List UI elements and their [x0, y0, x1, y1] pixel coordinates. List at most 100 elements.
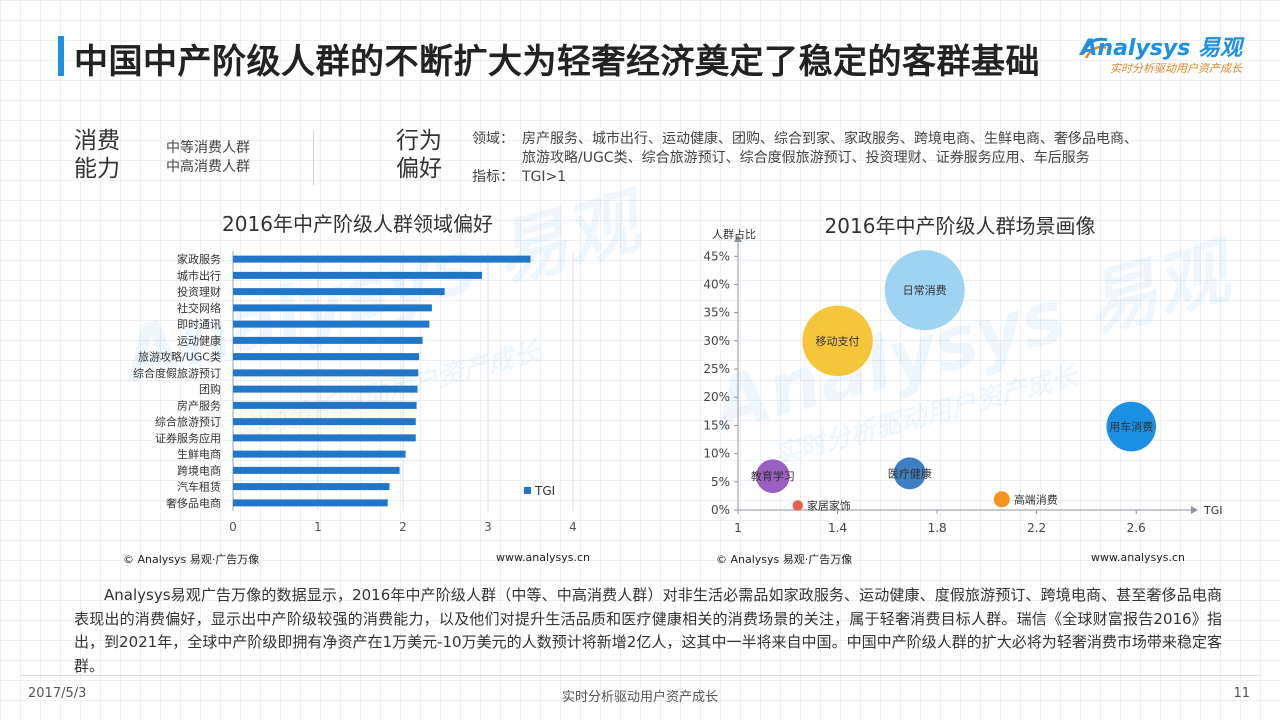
body-paragraph: Analysys易观广告万像的数据显示，2016年中产阶级人群（中等、中高消费人… — [74, 586, 1222, 675]
behavior-domain-line-1: 房产服务、城市出行、运动健康、团购、综合到家、家政服务、跨境电商、生鲜电商、奢侈… — [522, 131, 1138, 147]
bar-7 — [233, 353, 420, 361]
bubble-chart-website: www.analysys.cn — [1091, 551, 1185, 564]
bubble-x-tick-label: 1.8 — [928, 521, 947, 535]
bar-x-tick-label: 1 — [314, 520, 322, 534]
bar-category-label: 投资理财 — [177, 285, 221, 299]
bar-legend-label: TGI — [534, 484, 555, 498]
bubble-x-tick-label: 1.4 — [828, 521, 847, 535]
bubble-y-axis-arrow — [734, 235, 742, 242]
bar-chart-source: © Analysys 易观·广告万像 — [123, 553, 260, 566]
bubble-x-tick-label: 1 — [734, 521, 742, 535]
bubble-point-4 — [893, 457, 926, 490]
bubble-point-label: 教育学习 — [751, 469, 795, 483]
bar-x-tick-label: 4 — [569, 520, 577, 534]
bar-16 — [233, 499, 388, 507]
bar-9 — [233, 385, 418, 393]
bubble-y-tick-label: 5% — [711, 475, 730, 489]
bubble-point-label: 高端消费 — [1014, 492, 1058, 506]
bar-11 — [233, 418, 416, 426]
bubble-x-tick-label: 2.2 — [1027, 521, 1046, 535]
bar-2 — [233, 271, 483, 279]
bar-category-label: 综合旅游预订 — [155, 415, 221, 429]
bubble-point-label: 日常消费 — [903, 283, 947, 297]
bubble-point-label: 移动支付 — [816, 335, 860, 348]
title-accent-bar — [58, 36, 64, 76]
brand-logo: Analysys 易观 实时分析驱动用户资产成长 — [1080, 30, 1242, 76]
bar-category-label: 运动健康 — [177, 333, 221, 347]
bubble-point-label: 家居家饰 — [807, 498, 851, 512]
bar-category-label: 团购 — [199, 382, 221, 396]
bubble-point-7 — [792, 500, 803, 511]
bubble-point-label: 用车消费 — [1109, 420, 1153, 434]
bar-1 — [233, 255, 531, 263]
bubble-x-axis-label: TGI — [1203, 504, 1223, 517]
bar-category-label: 奢侈品电商 — [166, 496, 221, 510]
bubble-point-3 — [1106, 401, 1157, 452]
bar-legend-swatch — [524, 487, 531, 494]
brand-name: Analysys 易观 — [1080, 36, 1242, 61]
bar-13 — [233, 450, 406, 458]
bar-15 — [233, 483, 390, 491]
bar-category-label: 家政服务 — [177, 252, 221, 266]
bar-8 — [233, 369, 419, 377]
bar-category-label: 社交网络 — [177, 301, 221, 315]
brand-slogan: 实时分析驱动用户资产成长 — [1110, 62, 1242, 75]
bubble-x-tick-label: 2.6 — [1127, 521, 1146, 535]
page-number: 11 — [1233, 686, 1250, 701]
bubble-y-tick-label: 45% — [703, 249, 730, 263]
bubble-chart: 0% 5% 10% 15% 20% 25% 30% 35% 40% 45% 1 1.4 1.8 2.2 2.… — [703, 227, 1223, 535]
footer-slogan: 实时分析驱动用户资产成长 — [561, 690, 718, 705]
bubble-x-axis-arrow — [1191, 506, 1198, 514]
bar-6 — [233, 336, 423, 344]
bar-x-tick-label: 3 — [484, 520, 492, 534]
bubble-point-6 — [993, 491, 1010, 508]
bar-x-tick-label: 2 — [399, 520, 407, 534]
bubble-point-label: 医疗健康 — [888, 466, 932, 480]
bubble-point-2 — [802, 305, 873, 377]
bubble-point-5 — [756, 459, 790, 493]
bubble-y-tick-label: 30% — [703, 334, 730, 348]
bubble-y-tick-label: 35% — [703, 306, 730, 320]
bar-10 — [233, 401, 417, 409]
bar-category-label: 即时通讯 — [177, 318, 221, 331]
bar-category-label: 汽车租赁 — [177, 480, 221, 494]
footer-divider — [20, 675, 1260, 676]
behavior-domain-label: 领域： — [472, 131, 514, 147]
logo-swoosh-icon — [1081, 37, 1108, 59]
page-title: 中国中产阶级人群的不断扩大为轻奢经济奠定了稳定的客群基础 — [74, 42, 1040, 82]
bubble-y-tick-label: 25% — [703, 362, 730, 376]
bar-x-tick-label: 0 — [229, 520, 237, 534]
consumption-item-2: 中高消费人群 — [166, 159, 250, 175]
bubble-chart-title: 2016年中产阶级人群场景画像 — [824, 214, 1096, 238]
bubble-y-tick-label: 0% — [711, 503, 730, 517]
bar-3 — [233, 288, 445, 296]
footer-date: 2017/5/3 — [28, 686, 87, 701]
bar-chart: 0 1 2 3 4 家政服务城市出行投资理财社交网络即时通讯运动健康旅游攻略/UGC类综合… — [133, 251, 577, 534]
behavior-label: 行为偏好 — [396, 128, 442, 182]
behavior-index-value: TGI>1 — [522, 169, 567, 185]
consumption-label: 消费能力 — [74, 128, 120, 182]
behavior-domain-line-2: 旅游攻略/UGC类、综合旅游预订、综合度假旅游预订、投资理财、证券服务应用、车后… — [522, 150, 1090, 166]
bubble-chart-source: © Analysys 易观·广告万像 — [716, 553, 853, 566]
bar-category-label: 旅游攻略/UGC类 — [138, 350, 221, 364]
bar-14 — [233, 466, 400, 474]
consumption-item-1: 中等消费人群 — [166, 140, 250, 156]
bubble-y-tick-label: 10% — [703, 447, 730, 461]
bar-chart-website: www.analysys.cn — [496, 551, 590, 564]
bar-4 — [233, 304, 432, 312]
behavior-index-label: 指标： — [472, 169, 514, 185]
bar-category-label: 综合度假旅游预订 — [133, 366, 221, 380]
bubble-y-tick-label: 15% — [703, 418, 730, 432]
bar-5 — [233, 320, 430, 328]
bar-category-label: 生鲜电商 — [177, 447, 221, 461]
bar-category-label: 证券服务应用 — [155, 431, 221, 445]
bubble-y-axis-label: 人群占比 — [712, 227, 756, 241]
bubble-y-tick-label: 20% — [703, 390, 730, 404]
bar-category-label: 跨境电商 — [177, 463, 221, 477]
bar-category-label: 房产服务 — [177, 398, 221, 412]
bar-chart-title: 2016年中产阶级人群领域偏好 — [222, 212, 493, 236]
bar-12 — [233, 434, 416, 442]
summary-divider — [313, 130, 314, 185]
bar-category-label: 城市出行 — [177, 268, 221, 282]
bubble-y-tick-label: 40% — [703, 277, 730, 291]
